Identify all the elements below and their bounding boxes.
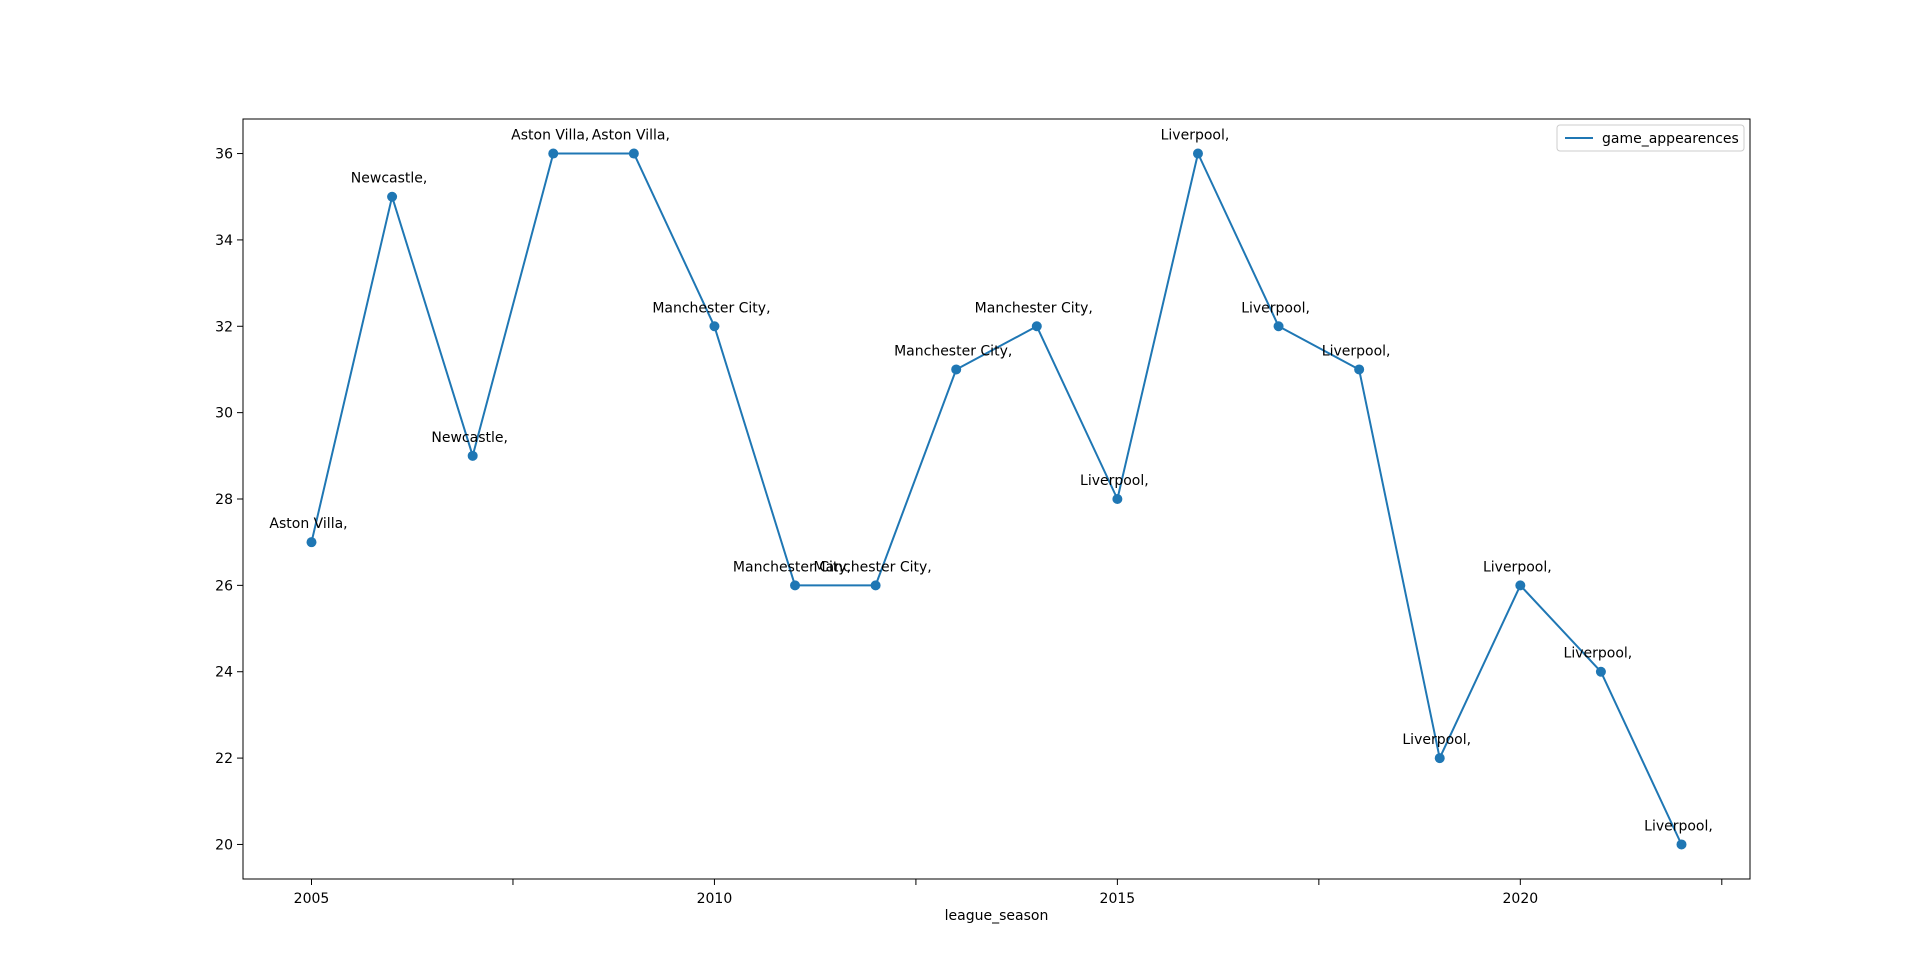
point-label: Liverpool,	[1402, 732, 1471, 748]
data-point	[1434, 753, 1445, 764]
point-label: Aston Villa,	[511, 128, 589, 144]
data-point	[1112, 494, 1123, 504]
x-axis: 2005 2010 2015 2020	[294, 879, 1723, 907]
data-point	[870, 580, 881, 591]
x-tick-label: 2020	[1503, 891, 1539, 907]
y-tick-label: 28	[215, 492, 233, 508]
point-label: Liverpool,	[1241, 300, 1310, 316]
y-tick-label: 20	[215, 837, 233, 853]
x-tick-label: 2010	[697, 891, 733, 907]
point-label: Liverpool,	[1080, 473, 1149, 489]
point-label: Newcastle,	[351, 171, 428, 187]
data-point	[1192, 148, 1203, 159]
legend: game_appearences	[1556, 124, 1745, 152]
y-tick-label: 34	[215, 233, 233, 249]
data-point	[548, 148, 559, 159]
point-label: Manchester City,	[733, 559, 851, 575]
plot-frame	[242, 118, 1751, 880]
data-point	[1031, 321, 1042, 332]
data-point	[387, 191, 398, 202]
data-point	[1676, 839, 1687, 850]
y-tick-label: 30	[215, 406, 233, 422]
data-point	[628, 148, 639, 159]
y-tick-label: 32	[215, 319, 233, 335]
series-layer	[306, 148, 1687, 850]
point-label: Liverpool,	[1322, 343, 1391, 359]
data-point	[1354, 364, 1365, 375]
plot-area	[242, 118, 1751, 880]
point-label: Manchester City,	[894, 343, 1012, 359]
point-label: Newcastle,	[431, 430, 508, 446]
point-label: Liverpool,	[1483, 559, 1552, 575]
data-point	[1515, 580, 1526, 591]
point-label: Manchester City,	[975, 300, 1093, 316]
data-point	[467, 450, 478, 461]
point-labels: Aston Villa, Newcastle, Newcastle, Aston Vi…	[269, 128, 1712, 835]
data-point	[306, 537, 317, 548]
point-label: Manchester City,	[814, 559, 932, 575]
data-point	[1273, 321, 1284, 332]
point-label: Liverpool,	[1564, 646, 1633, 662]
legend-label: game_appearences	[1602, 131, 1739, 147]
point-label: Aston Villa,	[592, 128, 670, 144]
point-label: Liverpool,	[1161, 128, 1230, 144]
y-tick-label: 36	[215, 147, 233, 163]
y-tick-label: 24	[215, 665, 233, 681]
point-label: Aston Villa,	[269, 516, 347, 532]
series-line-game-appearences	[310, 152, 1683, 845]
y-tick-label: 26	[215, 578, 233, 594]
x-tick-label: 2005	[294, 891, 330, 907]
data-point	[790, 580, 801, 591]
data-point	[1595, 666, 1606, 677]
data-point	[709, 321, 720, 332]
point-label: Liverpool,	[1644, 818, 1713, 834]
point-label: Manchester City,	[652, 300, 770, 316]
x-tick-label: 2015	[1100, 891, 1136, 907]
data-point	[951, 364, 962, 375]
x-axis-label: league_season	[945, 908, 1049, 924]
legend-box	[1556, 124, 1745, 152]
y-axis: 20 22 24 26 28 30 32 34 36	[215, 147, 243, 853]
y-tick-label: 22	[215, 751, 233, 767]
